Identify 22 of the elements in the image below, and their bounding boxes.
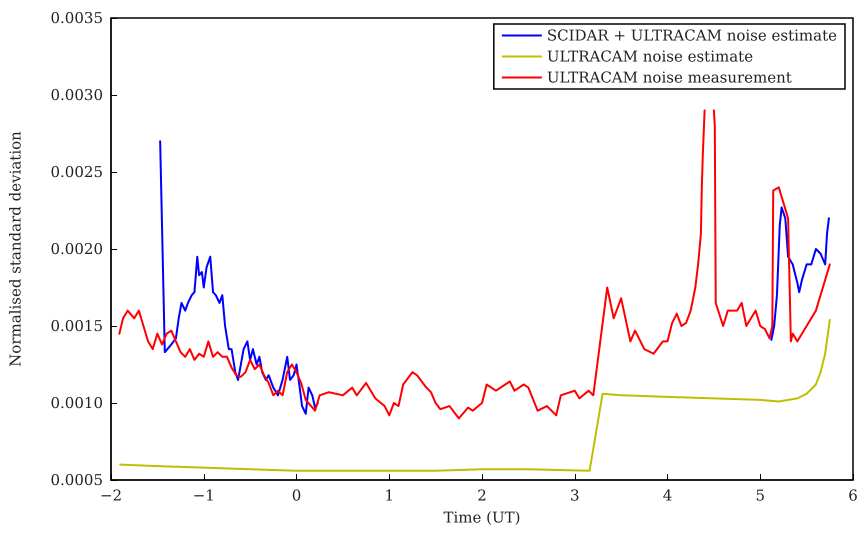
y-tick-label: 0.0010	[50, 394, 103, 412]
y-tick-label: 0.0015	[50, 317, 103, 335]
y-tick-label: 0.0020	[50, 240, 103, 258]
y-tick-label: 0.0035	[50, 9, 103, 27]
x-tick-label: −1	[192, 486, 215, 504]
x-axis-title: Time (UT)	[443, 508, 521, 526]
x-tick-label: 2	[477, 486, 487, 504]
y-axis-title: Normalised standard deviation	[6, 130, 24, 367]
legend-label: ULTRACAM noise measurement	[546, 68, 792, 86]
x-tick-label: −2	[100, 486, 122, 504]
x-tick-label: 4	[662, 486, 672, 504]
legend-label: SCIDAR + ULTRACAM noise estimate	[546, 26, 838, 44]
x-tick-label: 5	[755, 486, 766, 504]
legend-label: ULTRACAM noise estimate	[546, 48, 754, 66]
x-tick-label: 6	[848, 486, 858, 504]
y-tick-label: 0.0025	[50, 163, 103, 181]
x-tick-label: 3	[570, 486, 580, 504]
line-series	[119, 318, 831, 472]
x-tick-label: 0	[292, 486, 302, 504]
y-tick-label: 0.0005	[50, 471, 103, 489]
x-tick-label: 1	[384, 486, 394, 504]
y-tick-label: 0.0030	[50, 86, 103, 104]
